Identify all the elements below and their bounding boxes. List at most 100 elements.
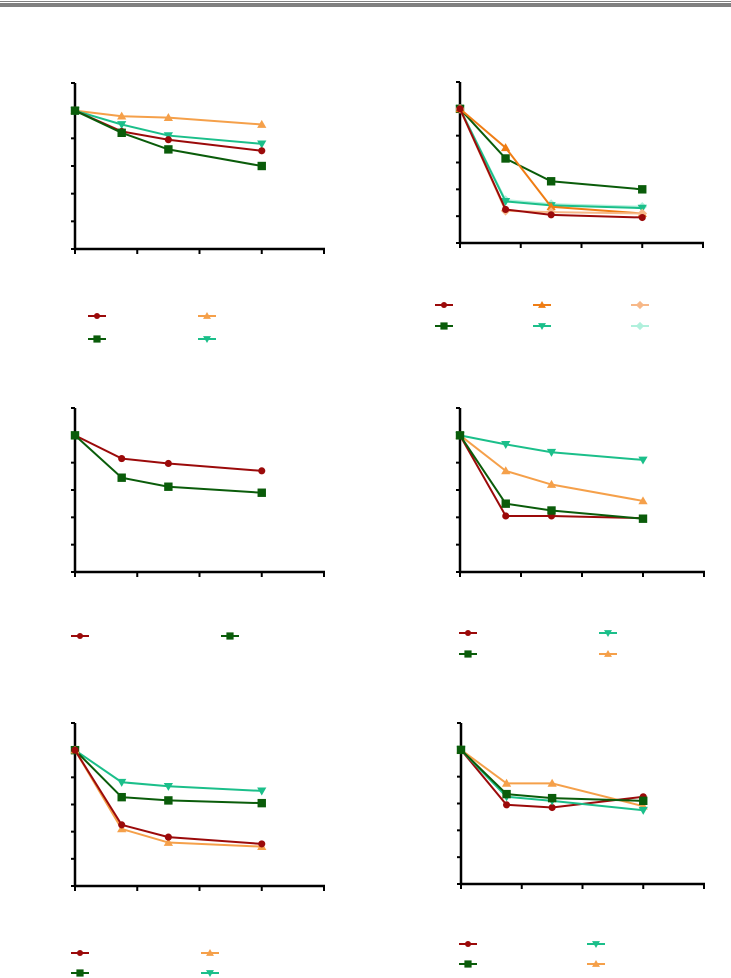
data-point — [547, 506, 556, 515]
legend — [435, 300, 649, 331]
legend-item-red — [71, 949, 89, 957]
legend-item-green — [459, 650, 477, 658]
data-point — [117, 111, 127, 120]
legend-marker — [464, 940, 472, 948]
legend-item-orange — [599, 650, 617, 657]
legend-item-orange — [198, 312, 216, 319]
legend-item-light_orange — [631, 300, 649, 310]
data-point — [501, 466, 511, 475]
legend-marker — [203, 336, 211, 343]
series-red — [71, 431, 266, 475]
series-line — [74, 109, 262, 167]
data-point — [118, 821, 126, 829]
data-point — [257, 161, 266, 171]
data-point — [501, 440, 511, 449]
data-point — [638, 213, 646, 222]
data-point — [257, 798, 266, 808]
series-line — [460, 749, 644, 809]
data-point — [456, 105, 464, 113]
legend-item-teal — [599, 630, 617, 637]
data-point — [164, 136, 172, 144]
data-point — [638, 185, 647, 194]
data-point — [117, 778, 127, 787]
chart-5 — [70, 722, 325, 977]
legend-item-red — [435, 301, 453, 309]
legend-marker — [592, 960, 600, 967]
data-point — [546, 448, 557, 457]
data-point — [637, 208, 648, 219]
series-line — [460, 749, 644, 808]
legend-marker — [203, 312, 211, 319]
data-point — [257, 787, 267, 796]
legend-item-red — [459, 629, 477, 637]
data-point — [547, 793, 557, 803]
legend-marker — [93, 335, 101, 343]
data-point — [163, 112, 173, 121]
legend-item-green — [221, 632, 239, 640]
series-line — [459, 108, 643, 219]
data-point — [638, 496, 648, 505]
data-point — [257, 119, 267, 128]
data-point — [500, 143, 511, 152]
series-line — [459, 108, 643, 215]
legend — [71, 949, 219, 977]
legend-marker — [93, 312, 101, 320]
data-point — [456, 745, 466, 755]
data-point — [548, 803, 556, 812]
legend-marker — [635, 321, 645, 331]
legend-item-red — [88, 312, 106, 320]
data-point — [117, 792, 126, 802]
series-line — [74, 749, 262, 805]
legend-marker — [635, 300, 645, 310]
series-green — [455, 104, 647, 194]
legend-item-red — [459, 940, 477, 948]
legend-item-green — [435, 322, 453, 330]
data-point — [502, 512, 510, 520]
data-point — [501, 499, 510, 508]
chart-3 — [70, 407, 325, 640]
legend-item-orange — [587, 960, 605, 967]
data-point — [164, 833, 172, 841]
data-point — [71, 746, 79, 754]
legend-item-light_teal — [631, 321, 649, 331]
data-point — [257, 488, 266, 497]
data-point — [638, 806, 648, 815]
series-line — [459, 434, 644, 502]
legend-item-green — [459, 960, 477, 968]
series-line — [74, 749, 262, 848]
data-point — [118, 454, 126, 463]
data-point — [547, 778, 557, 787]
series-line — [459, 434, 644, 520]
legend-item-teal — [201, 970, 219, 977]
legend-marker — [538, 301, 546, 308]
series-line — [74, 749, 262, 792]
series-orange — [455, 430, 648, 505]
legend-item-teal — [587, 941, 605, 948]
legend-item-teal — [533, 323, 551, 330]
data-point — [455, 431, 465, 440]
series-line — [74, 434, 262, 494]
legend-item-green — [71, 969, 89, 977]
legend-marker — [538, 323, 546, 330]
legend-marker — [592, 941, 600, 948]
legend-marker — [440, 322, 448, 330]
data-point — [638, 514, 648, 523]
data-point — [257, 140, 267, 149]
legend — [88, 312, 216, 343]
header-rule-thick — [0, 3, 731, 7]
data-point — [546, 479, 557, 488]
data-point — [546, 177, 556, 186]
legend-item-dark_orange — [533, 301, 551, 308]
series-green — [70, 431, 266, 497]
legend-item-orange — [201, 949, 219, 956]
data-point — [163, 837, 173, 846]
series-line — [459, 434, 644, 461]
data-point — [117, 128, 126, 137]
data-point — [546, 202, 556, 211]
series-red — [456, 105, 646, 222]
legend-marker — [464, 629, 472, 637]
series-teal — [455, 431, 648, 465]
series-line — [459, 108, 643, 215]
data-point — [164, 482, 173, 491]
